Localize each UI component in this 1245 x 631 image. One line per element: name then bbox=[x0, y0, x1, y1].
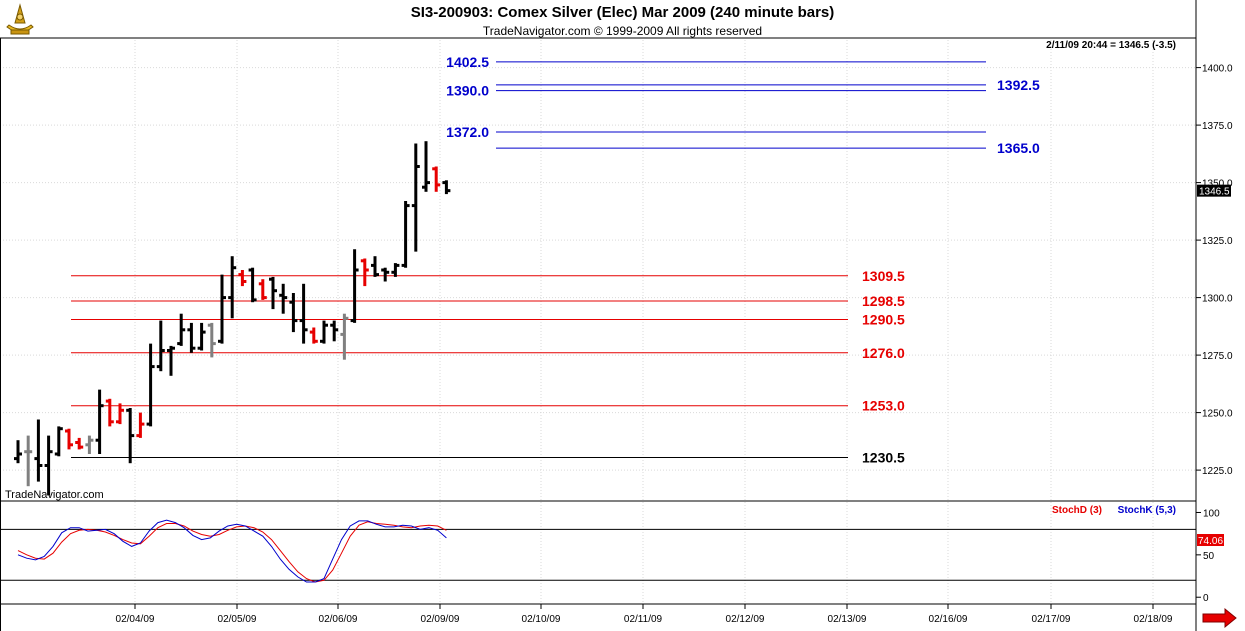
price-axis-label: 1375.0 bbox=[1202, 121, 1233, 132]
last-price-label: 1346.5 bbox=[1199, 187, 1230, 198]
price-axis-label: 1325.0 bbox=[1202, 236, 1233, 247]
ohlc-bar bbox=[269, 276, 277, 310]
sextant-logo-icon bbox=[3, 3, 37, 37]
ohlc-bar bbox=[54, 426, 63, 457]
ohlc-bar bbox=[136, 412, 145, 438]
price-axis-label: 1400.0 bbox=[1202, 64, 1233, 75]
ohlc-bar bbox=[197, 322, 206, 351]
ohlc-bar bbox=[65, 428, 73, 450]
ohlc-bar bbox=[85, 435, 94, 454]
last-price-box bbox=[1197, 184, 1231, 197]
ohlc-bar bbox=[381, 267, 390, 282]
ohlc-bar bbox=[350, 249, 359, 323]
level-label: 1230.5 bbox=[862, 449, 905, 465]
ohlc-bar bbox=[309, 327, 318, 344]
legend-stochk: StochK (5,3) bbox=[1118, 505, 1176, 516]
ohlc-bar bbox=[156, 320, 165, 372]
ohlc-bar bbox=[126, 408, 135, 464]
level-label: 1298.5 bbox=[862, 293, 905, 309]
level-label: 1365.0 bbox=[997, 140, 1040, 156]
date-axis-label: 02/18/09 bbox=[1134, 614, 1173, 625]
ohlc-bar bbox=[248, 267, 257, 303]
price-axis-label: 1350.0 bbox=[1202, 179, 1233, 190]
ohlc-bar bbox=[228, 256, 237, 319]
price-axis-label: 1250.0 bbox=[1202, 409, 1233, 420]
ohlc-bar bbox=[218, 274, 226, 344]
ohlc-bar bbox=[432, 166, 441, 192]
ohlc-bar bbox=[442, 180, 451, 195]
ohlc-bar bbox=[340, 313, 349, 360]
ohlc-bar bbox=[95, 389, 104, 454]
ohlc-bar bbox=[279, 283, 288, 314]
date-axis-label: 02/10/09 bbox=[522, 614, 561, 625]
ohlc-bar bbox=[146, 343, 155, 427]
ohlc-bar bbox=[330, 320, 339, 342]
price-axis-label: 1225.0 bbox=[1202, 466, 1233, 477]
stoch-axis-label: 0 bbox=[1203, 593, 1209, 604]
ohlc-bar bbox=[401, 201, 410, 268]
ohlc-bar bbox=[177, 313, 186, 346]
ohlc-bar bbox=[360, 258, 369, 287]
price-axis-label: 1300.0 bbox=[1202, 294, 1233, 305]
stoch-axis-label: 100 bbox=[1203, 508, 1220, 519]
ohlc-bar bbox=[167, 345, 175, 376]
ohlc-bar bbox=[44, 435, 53, 496]
date-axis-label: 02/13/09 bbox=[828, 614, 867, 625]
price-bars bbox=[14, 141, 451, 496]
legend-stochd: StochD (3) bbox=[1052, 505, 1102, 516]
stoch-last-value-label: 74.06 bbox=[1198, 536, 1223, 547]
ohlc-bar bbox=[411, 143, 420, 252]
level-label: 1309.5 bbox=[862, 268, 905, 284]
grid-lines bbox=[0, 40, 1196, 604]
date-axis-label: 02/17/09 bbox=[1032, 614, 1071, 625]
date-axis-label: 02/12/09 bbox=[726, 614, 765, 625]
level-label: 1253.0 bbox=[862, 398, 905, 414]
chart-title: SI3-200903: Comex Silver (Elec) Mar 2009… bbox=[410, 4, 835, 21]
stoch-last-value-box bbox=[1197, 534, 1224, 546]
watermark-text: TradeNavigator.com bbox=[5, 489, 104, 501]
level-label: 1390.0 bbox=[446, 83, 489, 99]
ohlc-bar bbox=[116, 403, 124, 425]
stoch-axis-label: 50 bbox=[1203, 551, 1215, 562]
ohlc-bar bbox=[371, 256, 379, 277]
ohlc-bar bbox=[320, 320, 328, 344]
level-label: 1372.0 bbox=[446, 124, 489, 140]
level-label: 1276.0 bbox=[862, 345, 905, 361]
level-lines: 1402.5 1392.5 1390.0 1372.0 1365.0 1309.5 1298… bbox=[71, 54, 1040, 465]
stochastic-panel: 100 50 0 StochD (3) StochK (5,3) 74.06 bbox=[0, 505, 1224, 604]
last-quote-text: 2/11/09 20:44 = 1346.5 (-3.5) bbox=[1046, 40, 1176, 51]
level-label: 1392.5 bbox=[997, 77, 1040, 93]
ohlc-bar bbox=[391, 263, 400, 277]
ohlc-bar bbox=[75, 437, 84, 450]
ohlc-bar bbox=[258, 279, 267, 300]
ohlc-bar bbox=[105, 398, 114, 427]
copyright-text: TradeNavigator.com © 1999-2009 All right… bbox=[482, 24, 763, 38]
ohlc-bar bbox=[422, 141, 430, 192]
price-axis-label: 1275.0 bbox=[1202, 351, 1233, 362]
date-axis-label: 02/16/09 bbox=[929, 614, 968, 625]
level-label: 1402.5 bbox=[446, 54, 489, 70]
date-axis-label: 02/09/09 bbox=[421, 614, 460, 625]
scroll-right-arrow-icon[interactable] bbox=[1202, 607, 1237, 629]
date-axis-label: 02/05/09 bbox=[218, 614, 257, 625]
level-label: 1290.5 bbox=[862, 311, 905, 327]
date-axis-label: 02/04/09 bbox=[116, 614, 155, 625]
stochk-line bbox=[17, 519, 447, 583]
ohlc-bar bbox=[289, 293, 298, 333]
ohlc-bar bbox=[34, 419, 43, 482]
ohlc-bar bbox=[299, 283, 308, 344]
date-axis-label: 02/11/09 bbox=[624, 614, 663, 625]
date-axis-label: 02/06/09 bbox=[319, 614, 358, 625]
ohlc-bar bbox=[207, 322, 216, 358]
ohlc-bar bbox=[24, 435, 33, 487]
ohlc-bar bbox=[238, 270, 247, 287]
ohlc-bar bbox=[187, 322, 196, 353]
ohlc-bar bbox=[14, 440, 22, 464]
